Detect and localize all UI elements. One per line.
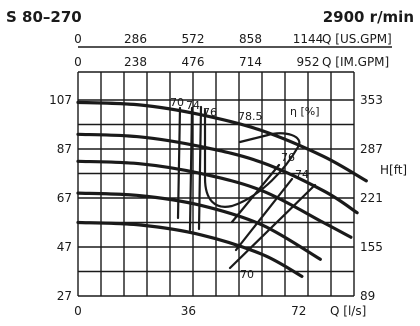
chart-speed-label: 2900 r/min (323, 8, 414, 26)
y-axis-tick-labels-m: 107 87 67 47 27 (49, 93, 72, 303)
head-curve-2 (76, 132, 359, 215)
y-axis-unit-ft: H[ft] (380, 163, 407, 177)
efficiency-lines (176, 105, 317, 270)
efficiency-unit-label: η [%] (290, 105, 320, 118)
head-curve-4 (76, 191, 322, 261)
efficiency-label-74-right: 74 (295, 168, 309, 181)
x-axis-tick-labels-ls: 0 36 72 (74, 304, 306, 318)
x-axis-unit-ls: Q [l/s] (330, 304, 366, 318)
y-tick-label-ft: 353 (360, 93, 383, 107)
efficiency-label-70-left: 70 (170, 96, 184, 109)
efficiency-label-76-right: 76 (281, 151, 295, 164)
us-gpm-tick-label: 0 (74, 32, 82, 46)
us-gpm-axis-unit: Q [US.GPM] (322, 32, 392, 46)
x-tick-label-ls: 0 (74, 304, 82, 318)
im-gpm-tick-label: 238 (124, 55, 147, 69)
efficiency-line-70-left (176, 106, 182, 220)
head-curves (76, 100, 368, 278)
im-gpm-tick-labels: 0 238 476 714 952 (74, 55, 319, 69)
y-tick-label-m: 87 (57, 142, 72, 156)
im-gpm-axis-unit: Q [IM.GPM] (322, 55, 389, 69)
y-tick-label-m: 47 (57, 240, 72, 254)
us-gpm-tick-labels: 0 286 572 858 1144 (74, 32, 323, 46)
us-gpm-tick-label: 858 (239, 32, 262, 46)
y-tick-label-ft: 221 (360, 191, 383, 205)
y-tick-label-ft: 287 (360, 142, 383, 156)
us-gpm-tick-label: 572 (182, 32, 205, 46)
x-tick-label-ls: 36 (181, 304, 196, 318)
efficiency-line-70-right (228, 183, 317, 270)
im-gpm-tick-label: 714 (239, 55, 262, 69)
im-gpm-tick-label: 0 (74, 55, 82, 69)
efficiency-line-76-left (197, 105, 203, 231)
y-tick-label-m: 27 (57, 289, 72, 303)
efficiency-line-74-left (188, 106, 194, 232)
im-gpm-tick-label: 476 (182, 55, 205, 69)
y-tick-label-ft: 155 (360, 240, 383, 254)
y-tick-label-ft: 89 (360, 289, 375, 303)
head-curve-5 (76, 220, 304, 278)
head-curve-1 (76, 100, 368, 183)
efficiency-label-74-left: 74 (186, 99, 200, 112)
y-tick-label-m: 107 (49, 93, 72, 107)
efficiency-label-76-left: 76 (203, 106, 217, 119)
us-gpm-tick-label: 286 (124, 32, 147, 46)
x-tick-label-ls: 72 (291, 304, 306, 318)
im-gpm-tick-label: 952 (297, 55, 320, 69)
efficiency-line-76-right (230, 163, 281, 224)
chart-model-title: S 80–270 (6, 8, 82, 26)
y-tick-label-m: 67 (57, 191, 72, 205)
efficiency-label-70-right: 70 (240, 268, 254, 281)
us-gpm-tick-label: 1144 (293, 32, 324, 46)
efficiency-line-78-5-loop (203, 108, 301, 208)
efficiency-line-74-right (234, 177, 294, 252)
head-curve-3 (76, 159, 353, 239)
efficiency-label-78-5: 78.5 (238, 110, 263, 123)
y-axis-tick-labels-ft: 353 287 221 155 89 (360, 93, 383, 303)
